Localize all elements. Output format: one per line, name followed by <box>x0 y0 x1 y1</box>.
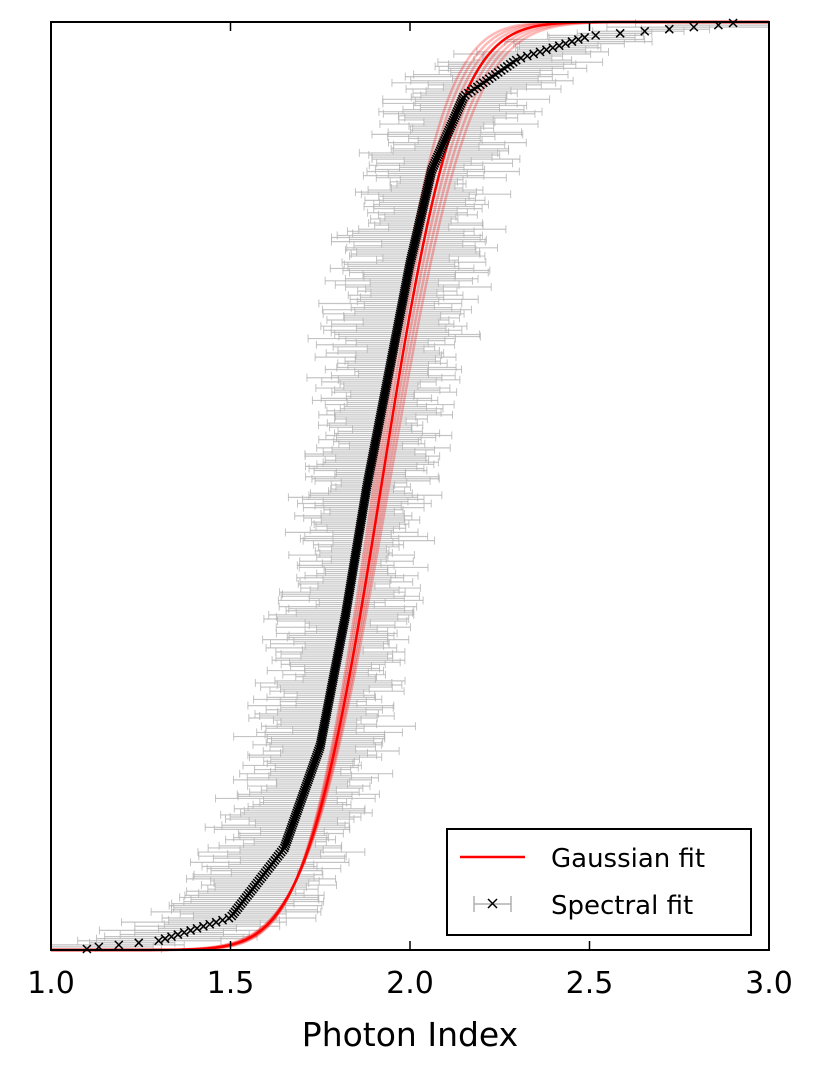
spectral-fit-marker-11 <box>198 921 208 931</box>
axes: 1.0 1.5 2.0 2.5 3.0 <box>27 21 793 1001</box>
spectral-fit-marker-10 <box>192 923 202 933</box>
spectral-fit-marker-3 <box>134 938 144 948</box>
spectral-fit-marker-7 <box>173 930 183 940</box>
spectral-fit-marker-437 <box>548 43 558 53</box>
spectral-fit-marker-438 <box>554 41 564 51</box>
spectral-fit-marker-441 <box>573 34 583 45</box>
spectral-fit-marker-449 <box>728 18 738 28</box>
legend-spectral-label: Spectral fit <box>551 891 693 921</box>
spectral-fit-marker-439 <box>561 39 571 49</box>
spectral-fit-marker-0 <box>82 944 92 954</box>
spectral-fit-marker-13 <box>211 917 221 927</box>
x-tick-label-2: 2.0 <box>386 966 434 1001</box>
spectral-fit-marker-5 <box>160 934 170 944</box>
spectral-fit-marker-431 <box>511 55 521 65</box>
spectral-fit-marker-12 <box>205 919 215 929</box>
spectral-fit-marker-447 <box>689 22 699 32</box>
spectral-fit-marker-14 <box>217 915 228 925</box>
legend-spectral-marker-x <box>487 898 498 909</box>
spectral-fit-marker-432 <box>516 53 526 63</box>
x-tick-label-3: 2.5 <box>566 966 614 1001</box>
spectral-fit-marker-440 <box>567 37 577 47</box>
legend-box <box>446 828 752 936</box>
spectral-fit-marker-445 <box>640 26 650 36</box>
legend-gaussian-label: Gaussian fit <box>551 844 705 874</box>
spectral-fit-marker-434 <box>529 49 539 59</box>
spectral-fit-markers <box>82 18 738 954</box>
spectral-fit-marker-444 <box>615 28 625 38</box>
spectral-fit-marker-2 <box>114 940 124 950</box>
spectral-fit-marker-4 <box>154 936 164 946</box>
spectral-fit-marker-442 <box>580 32 590 42</box>
spectral-fit-marker-446 <box>664 24 674 34</box>
spectral-fit-marker-6 <box>166 932 176 942</box>
spectral-fit-marker-435 <box>535 47 545 57</box>
spectral-fit-marker-433 <box>522 51 532 61</box>
x-tick-label-4: 3.0 <box>745 966 793 1001</box>
legend: Gaussian fit Spectral fit <box>446 828 752 936</box>
x-tick-label-0: 1.0 <box>27 966 75 1001</box>
spectral-fit-marker-443 <box>591 30 601 40</box>
spectral-fit-marker-9 <box>186 925 196 935</box>
spectral-fit-marker-8 <box>179 927 189 938</box>
spectral-fit-marker-436 <box>541 45 551 55</box>
x-axis-label: Photon Index <box>302 1015 518 1054</box>
x-tick-label-1: 1.5 <box>207 966 255 1001</box>
